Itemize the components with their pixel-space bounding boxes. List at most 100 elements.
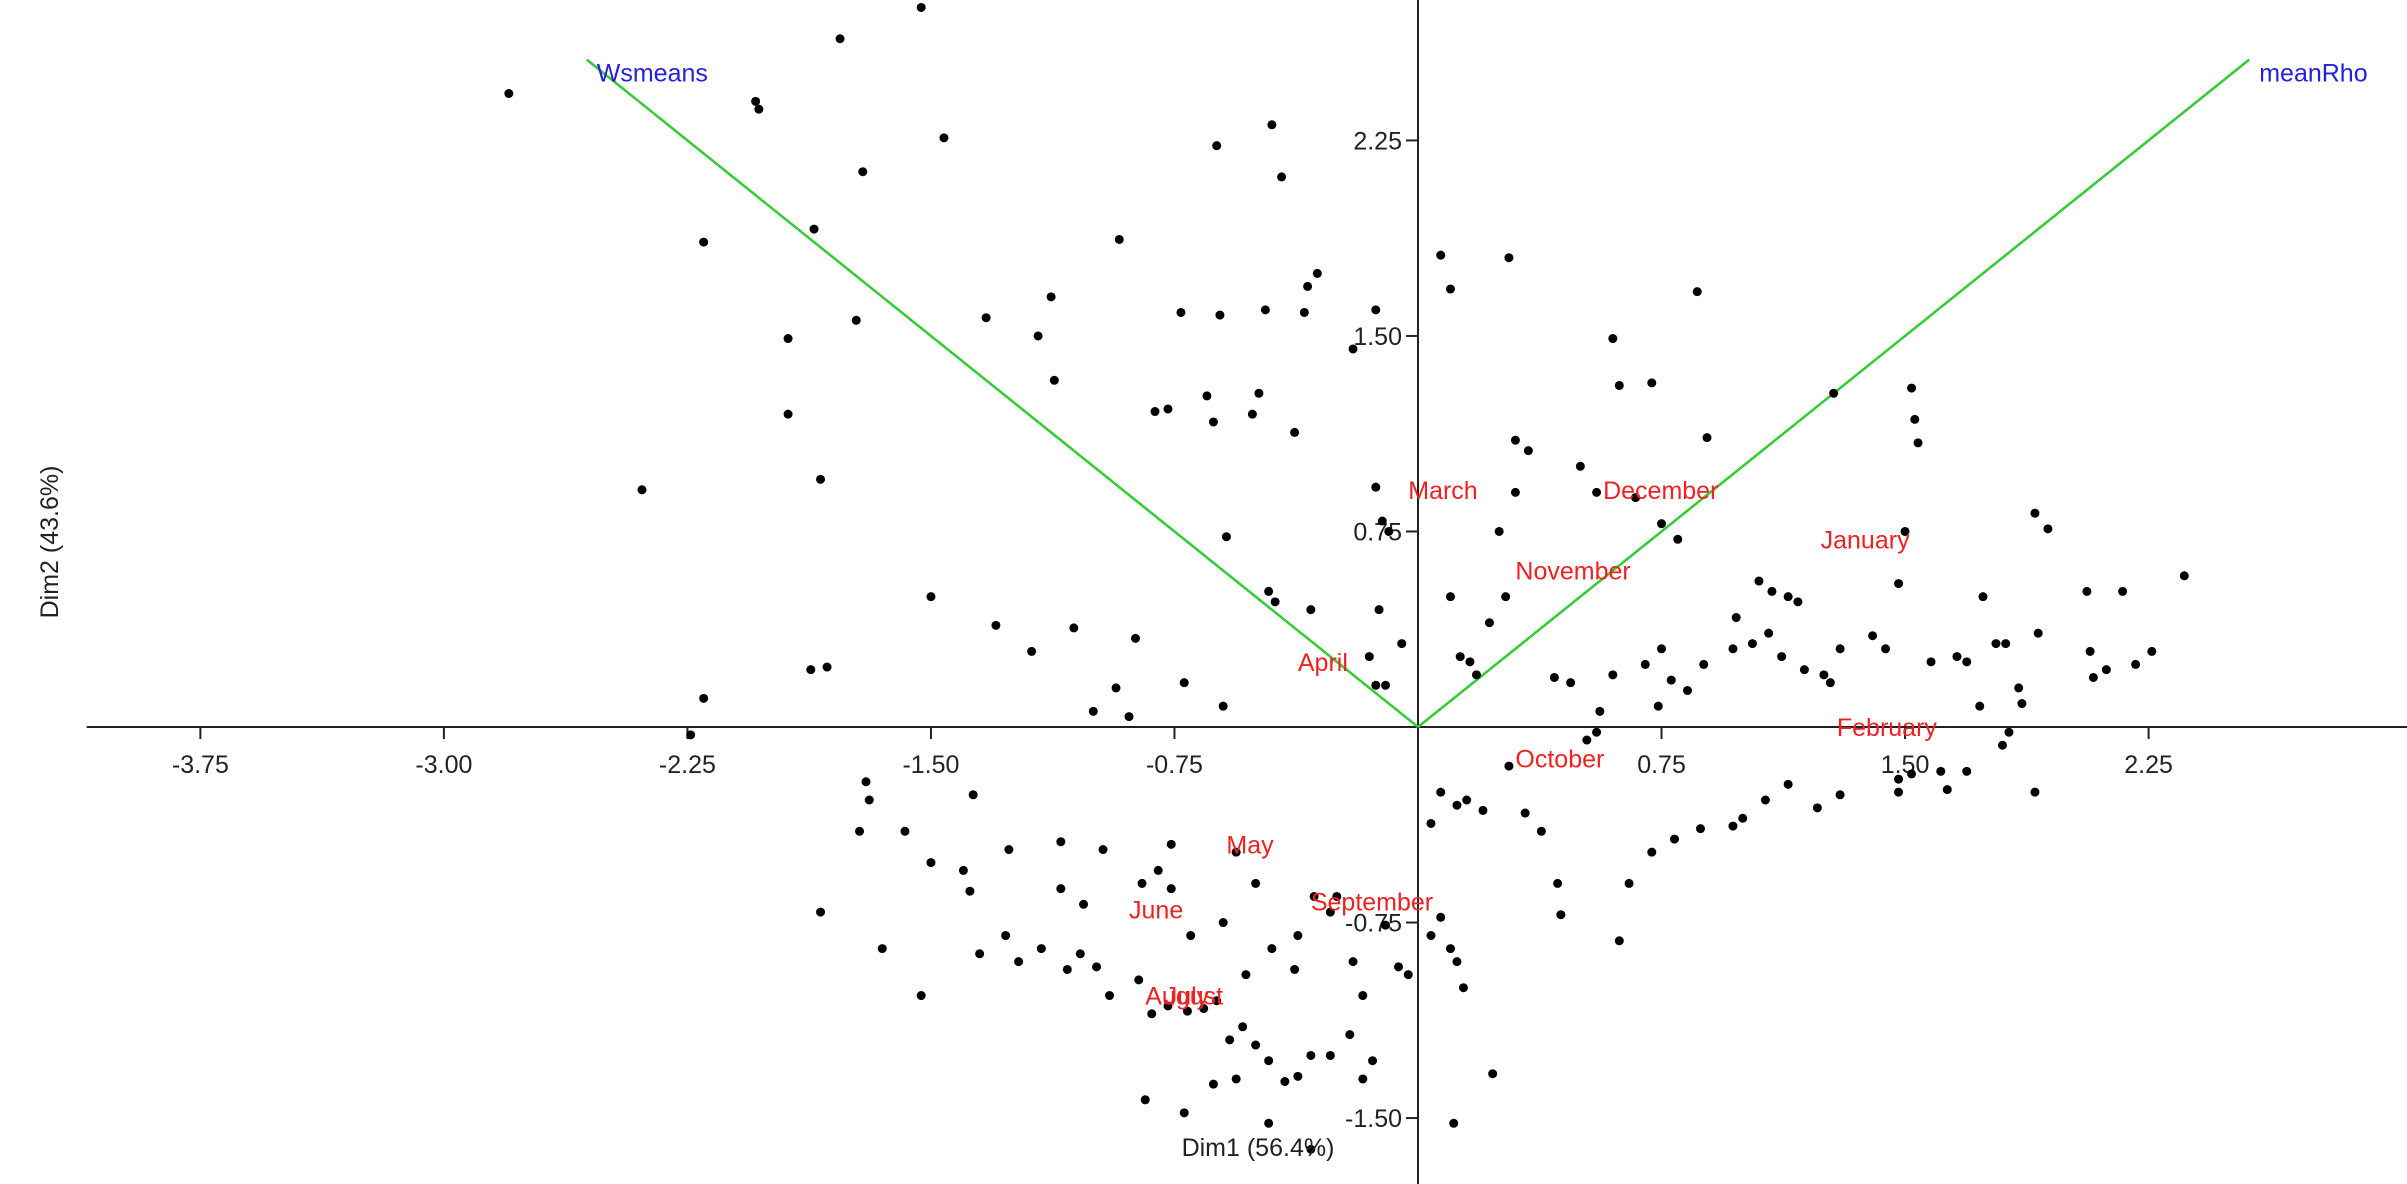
scatter-point	[1436, 250, 1446, 260]
scatter-point	[1978, 592, 1988, 602]
scatter-point	[1153, 865, 1163, 875]
month-labels: March December January November April Februar…	[1129, 477, 1937, 1011]
scatter-point	[1731, 613, 1741, 623]
scatter-point	[1913, 438, 1923, 448]
scatter-point	[1894, 579, 1904, 589]
scatter-point	[1260, 305, 1270, 315]
scatter-point	[1747, 639, 1757, 649]
scatter-point	[1403, 970, 1413, 980]
scatter-point	[806, 665, 816, 675]
scatter-point	[1793, 597, 1803, 607]
scatter-point	[2004, 727, 2014, 737]
scatter-point	[1728, 821, 1738, 831]
scatter-point	[1306, 605, 1316, 615]
scatter-point	[1208, 1079, 1218, 1089]
x-tick-label: 0.75	[1637, 751, 1686, 779]
scatter-point	[1348, 957, 1358, 967]
scatter-point	[1036, 944, 1046, 954]
scatter-point	[1163, 404, 1173, 414]
scatter-point	[1231, 847, 1241, 857]
scatter-point	[1299, 307, 1309, 317]
scatter-point	[1254, 388, 1264, 398]
x-tick-label: -3.00	[415, 751, 472, 779]
scatter-point	[926, 592, 936, 602]
scatter-point	[1124, 712, 1134, 722]
y-tick-label: -1.50	[1345, 1105, 1402, 1133]
scatter-point	[1760, 795, 1770, 805]
scatter-point	[1523, 446, 1533, 456]
scatter-point	[2017, 699, 2027, 709]
scatter-point	[1595, 706, 1605, 716]
scatter-point	[1371, 305, 1381, 315]
scatter-point	[1608, 334, 1618, 344]
month-label-august: August	[1145, 983, 1223, 1011]
scatter-point	[1140, 1095, 1150, 1105]
y-axis-title: Dim2 (43.6%)	[36, 466, 64, 619]
scatter-point	[1592, 487, 1602, 497]
scatter-point	[1163, 1001, 1173, 1011]
scatter-point	[1088, 706, 1098, 716]
scatter-point	[1238, 1022, 1248, 1032]
scatter-point	[1894, 774, 1904, 784]
x-tick-label: 2.25	[2124, 751, 2173, 779]
scatter-point	[1150, 407, 1160, 417]
scatter-point	[1267, 944, 1277, 954]
scatter-point	[2001, 639, 2011, 649]
scatter-point	[1364, 652, 1374, 662]
scatter-point	[1835, 644, 1845, 654]
scatter-point	[1176, 307, 1186, 317]
scatter-point	[2082, 586, 2092, 596]
scatter-point	[1614, 936, 1624, 946]
scatter-point	[1478, 805, 1488, 815]
scatter-point	[975, 949, 985, 959]
scatter-point	[1049, 375, 1059, 385]
scatter-point	[835, 34, 845, 44]
y-tick-label: 2.25	[1353, 127, 1402, 155]
scatter-point	[1306, 1050, 1316, 1060]
scatter-point	[1728, 644, 1738, 654]
scatter-point	[1702, 433, 1712, 443]
scatter-point	[1657, 519, 1667, 529]
scatter-point	[1293, 1071, 1303, 1081]
scatter-point	[1926, 657, 1936, 667]
scatter-point	[1241, 970, 1251, 980]
scatter-point	[1683, 686, 1693, 696]
scatter-point	[1277, 172, 1287, 182]
scatter-point	[1614, 380, 1624, 390]
scatter-point	[1952, 652, 1962, 662]
scatter-point	[1465, 657, 1475, 667]
scatter-point	[1014, 957, 1024, 967]
scatter-point	[1221, 532, 1231, 542]
month-label-october: October	[1515, 745, 1604, 773]
scatter-point	[1692, 287, 1702, 297]
scatter-point	[1452, 800, 1462, 810]
month-label-april: April	[1298, 649, 1348, 677]
scatter-point	[1608, 670, 1618, 680]
tick-labels: -3.75-3.00-2.25-1.50-0.750.751.502.253.7…	[172, 127, 2173, 1133]
scatter-point	[1134, 975, 1144, 985]
scatter-point	[2085, 646, 2095, 656]
scatter-point	[1536, 826, 1546, 836]
scatter-point	[1371, 680, 1381, 690]
scatter-point	[1218, 918, 1228, 928]
scatter-point	[1046, 292, 1056, 302]
scatter-point	[1777, 652, 1787, 662]
axes	[86, 0, 2407, 1184]
scatter-point	[1231, 1074, 1241, 1084]
scatter-point	[2179, 571, 2189, 581]
scatter-point	[1764, 628, 1774, 638]
month-label-september: September	[1311, 889, 1433, 917]
scatter-point	[1147, 1009, 1157, 1019]
scatter-point	[2118, 586, 2128, 596]
month-label-june: June	[1129, 896, 1183, 924]
vector-label-meanrho: meanRho	[2259, 60, 2367, 88]
scatter-point	[1111, 683, 1121, 693]
scatter-point	[1251, 1040, 1261, 1050]
scatter-point	[1186, 931, 1196, 941]
scatter-point	[1699, 659, 1709, 669]
scatter-point	[1212, 141, 1222, 151]
scatter-point	[1251, 878, 1261, 888]
vector-labels: Wsmeans meanRho	[597, 60, 2368, 88]
scatter-point	[1137, 878, 1147, 888]
